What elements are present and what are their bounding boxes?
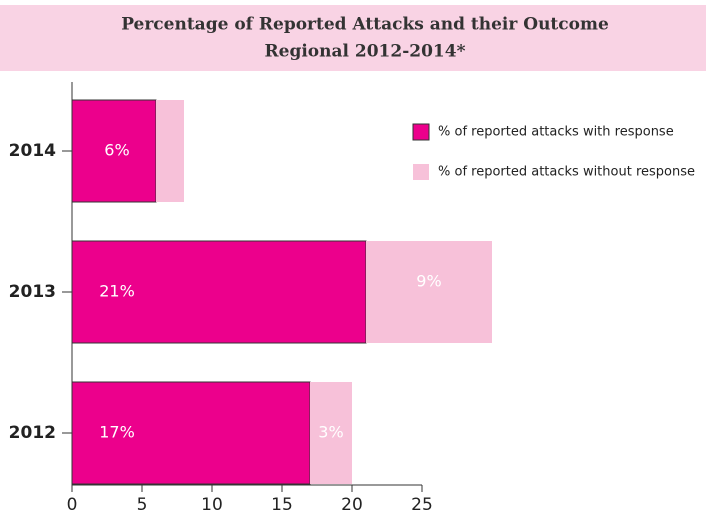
bar-segment bbox=[71, 240, 367, 344]
x-tick-label: 10 bbox=[201, 495, 223, 515]
value-label: 17% bbox=[99, 423, 135, 442]
title-band bbox=[0, 5, 706, 71]
chart-title: Percentage of Reported Attacks and their… bbox=[121, 15, 609, 35]
legend-swatch bbox=[413, 164, 429, 180]
chart-subtitle: Regional 2012-2014* bbox=[265, 42, 466, 62]
legend-label: % of reported attacks with response bbox=[438, 125, 674, 140]
bar-segment bbox=[71, 381, 311, 485]
bar-segment bbox=[156, 100, 184, 202]
bar-segment bbox=[71, 99, 157, 203]
x-tick-label: 25 bbox=[411, 495, 433, 515]
value-label: 9% bbox=[416, 272, 441, 291]
legend-label: % of reported attacks without response bbox=[438, 165, 695, 180]
value-label: 6% bbox=[104, 141, 129, 160]
y-tick-label: 2012 bbox=[9, 423, 56, 443]
x-tick-label: 20 bbox=[341, 495, 363, 515]
bar-segment bbox=[366, 241, 492, 343]
y-tick-label: 2013 bbox=[9, 282, 56, 302]
x-tick-label: 0 bbox=[67, 495, 78, 515]
y-tick-label: 2014 bbox=[9, 141, 56, 161]
x-tick-label: 15 bbox=[271, 495, 293, 515]
value-label: 21% bbox=[99, 282, 135, 301]
x-tick-label: 5 bbox=[137, 495, 148, 515]
legend-swatch bbox=[412, 123, 430, 141]
value-label: 3% bbox=[318, 423, 343, 442]
bar-segment bbox=[310, 382, 352, 484]
